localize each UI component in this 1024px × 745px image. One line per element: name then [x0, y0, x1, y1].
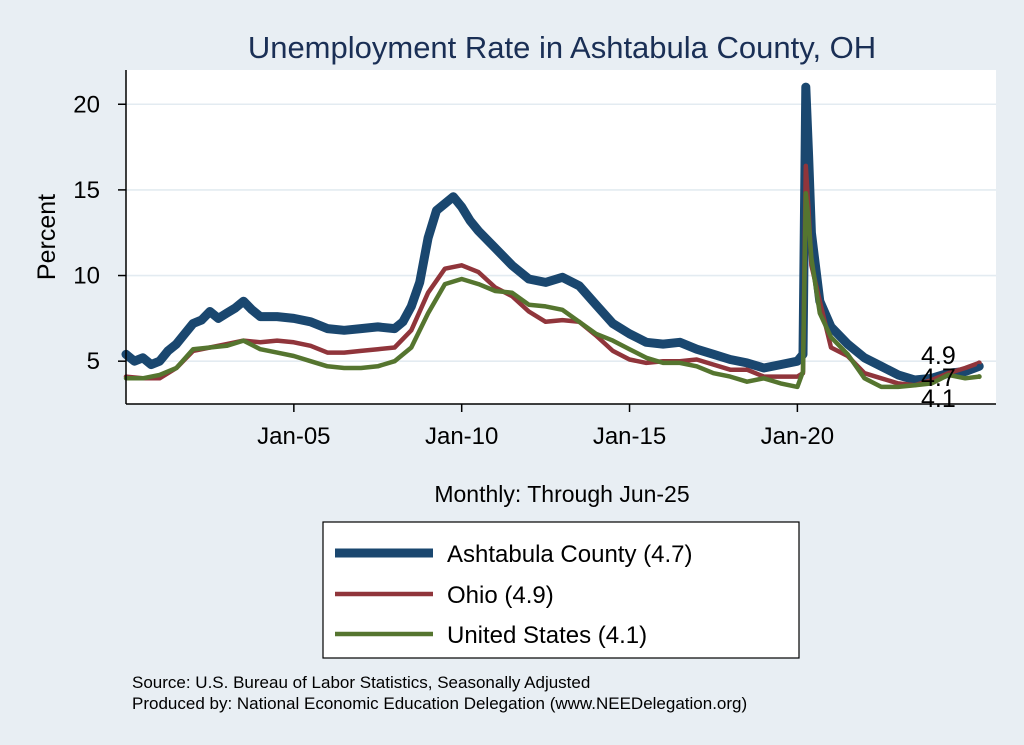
series-end-label: 4.9 — [921, 342, 956, 370]
source-line-2: Produced by: National Economic Education… — [132, 694, 747, 713]
y-tick-label: 15 — [73, 177, 100, 204]
x-axis-label: Monthly: Through Jun-25 — [434, 481, 689, 507]
y-tick-label: 10 — [73, 263, 100, 290]
legend: Ashtabula County (4.7) Ohio (4.9) United S… — [322, 521, 800, 659]
series-end-label: 4.7 — [921, 364, 956, 392]
series-end-marker — [976, 363, 982, 369]
x-tick-label: Jan-05 — [257, 423, 330, 450]
y-tick-label: 5 — [87, 348, 100, 375]
legend-label: United States (4.1) — [447, 622, 647, 649]
y-tick-label: 20 — [73, 91, 100, 118]
source-line-1: Source: U.S. Bureau of Labor Statistics,… — [132, 673, 590, 692]
chart-title: Unemployment Rate in Ashtabula County, O… — [248, 30, 876, 65]
series-line — [123, 191, 982, 390]
series-end-marker — [976, 360, 982, 366]
legend-label: Ashtabula County (4.7) — [447, 541, 692, 568]
y-axis-label: Percent — [33, 194, 61, 280]
x-tick-label: Jan-15 — [593, 423, 666, 450]
series-end-label: 4.1 — [921, 385, 956, 413]
series-end-marker — [976, 374, 982, 380]
x-tick-label: Jan-10 — [425, 423, 498, 450]
x-tick-label: Jan-20 — [761, 423, 834, 450]
legend-label: Ohio (4.9) — [447, 582, 554, 609]
